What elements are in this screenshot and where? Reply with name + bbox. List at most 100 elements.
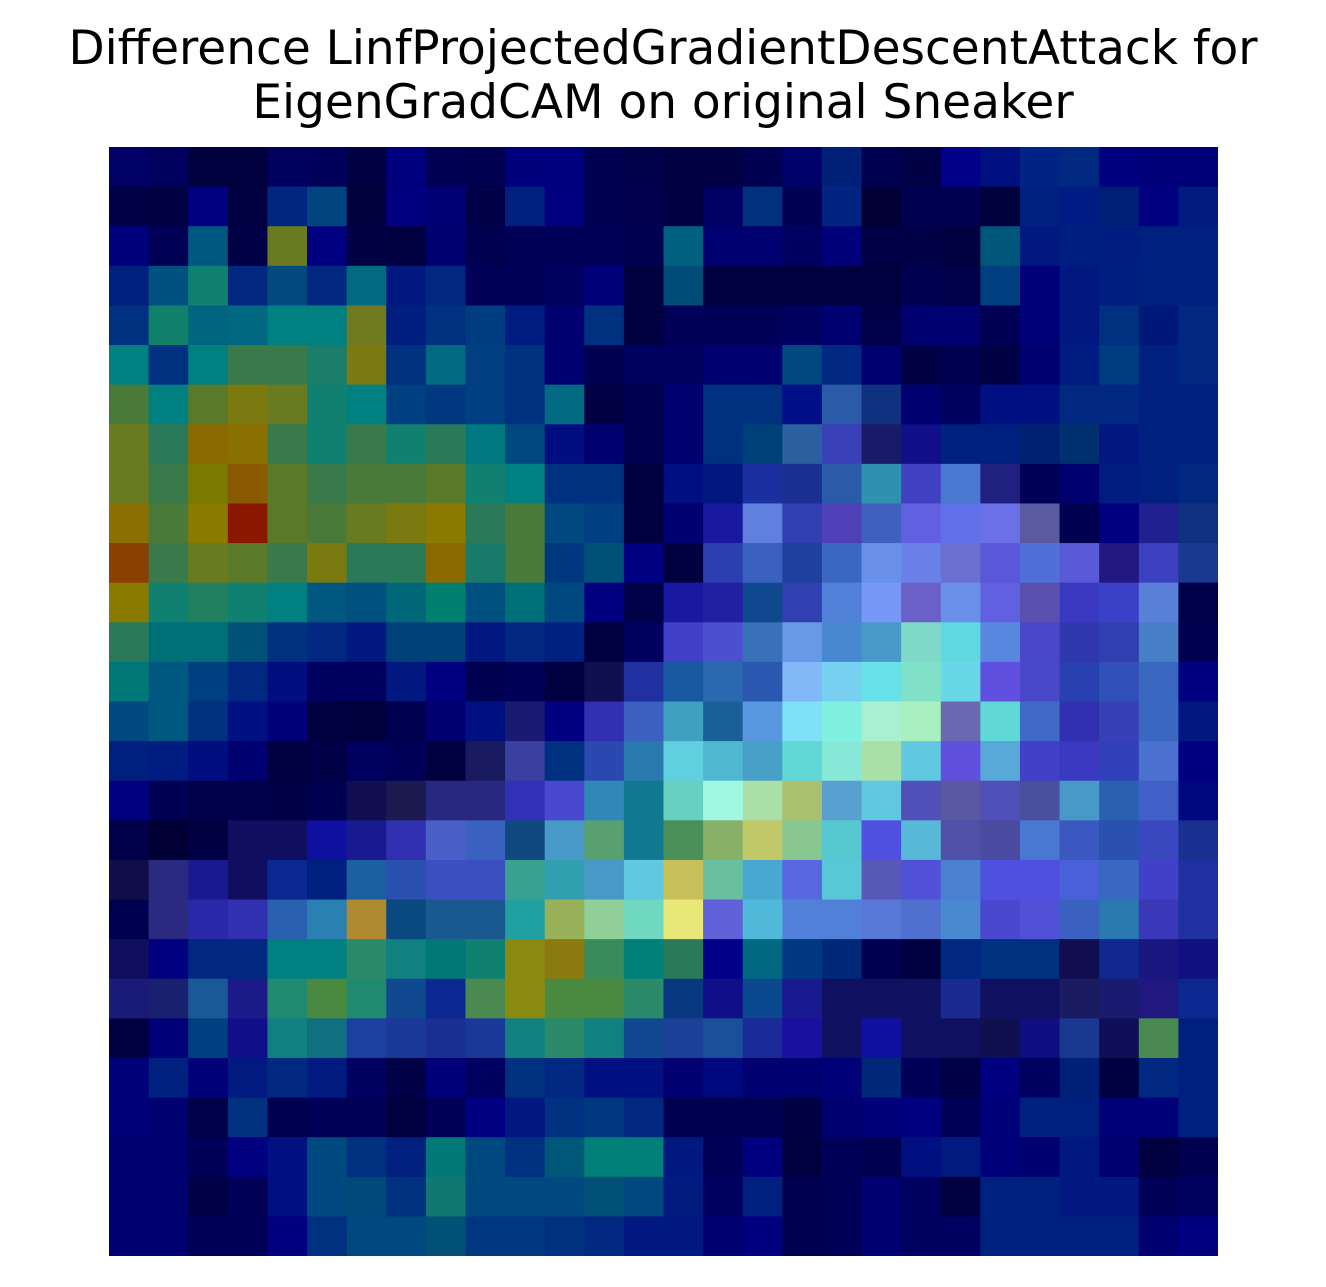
heatmap-cell-r22-c3 — [227, 1018, 269, 1059]
heatmap-cell-r13-c12 — [584, 661, 625, 703]
heatmap-cell-r5-c2 — [188, 345, 229, 386]
heatmap-cell-r11-c8 — [425, 582, 467, 623]
heatmap-cell-r2-c26 — [1138, 226, 1179, 267]
heatmap-cell-r20-c20 — [901, 939, 942, 980]
heatmap-cell-r13-c13 — [623, 661, 665, 703]
heatmap-cell-r9-c22 — [980, 503, 1021, 544]
heatmap-cell-r2-c0 — [109, 226, 150, 267]
heatmap-cell-r14-c6 — [346, 701, 387, 742]
heatmap-cell-r11-c5 — [307, 582, 348, 623]
heatmap-cell-r16-c8 — [425, 780, 467, 821]
heatmap-cell-r16-c0 — [109, 780, 150, 821]
heatmap-cell-r25-c1 — [148, 1137, 189, 1178]
heatmap-cell-r12-c19 — [861, 622, 902, 663]
heatmap-cell-r7-c12 — [584, 424, 625, 465]
heatmap-cell-r8-c12 — [584, 463, 625, 505]
heatmap-cell-r16-c5 — [307, 780, 348, 821]
heatmap-cell-r2-c11 — [544, 226, 585, 267]
heatmap-cell-r22-c10 — [505, 1018, 546, 1059]
heatmap-cell-r23-c6 — [346, 1057, 387, 1099]
heatmap-cell-r21-c19 — [861, 978, 902, 1019]
heatmap-cell-r4-c8 — [425, 305, 467, 346]
heatmap-cell-r12-c25 — [1099, 622, 1140, 663]
heatmap-cell-r13-c3 — [227, 661, 269, 703]
heatmap-cell-r9-c8 — [425, 503, 467, 544]
heatmap-cell-r3-c27 — [1178, 265, 1218, 307]
heatmap-cell-r23-c0 — [109, 1057, 150, 1099]
heatmap-cell-r17-c15 — [703, 820, 744, 861]
heatmap-cell-r6-c13 — [623, 384, 665, 425]
heatmap-cell-r1-c4 — [267, 186, 308, 227]
heatmap-cell-r24-c20 — [901, 1097, 942, 1138]
heatmap-cell-r1-c23 — [1019, 186, 1061, 227]
heatmap-cell-r6-c4 — [267, 384, 308, 425]
heatmap-cell-r27-c16 — [742, 1216, 783, 1256]
heatmap-cell-r1-c15 — [703, 186, 744, 227]
heatmap-cell-r5-c12 — [584, 345, 625, 386]
heatmap-cell-r3-c0 — [109, 265, 150, 307]
heatmap-cell-r24-c8 — [425, 1097, 467, 1138]
heatmap-cell-r1-c24 — [1059, 186, 1100, 227]
heatmap-cell-r10-c15 — [703, 543, 744, 584]
heatmap-cell-r13-c10 — [505, 661, 546, 703]
heatmap-cell-r19-c9 — [465, 899, 506, 940]
heatmap-cell-r2-c9 — [465, 226, 506, 267]
heatmap-cell-r21-c9 — [465, 978, 506, 1019]
heatmap-cell-r1-c18 — [821, 186, 863, 227]
heatmap-cell-r9-c4 — [267, 503, 308, 544]
heatmap-cell-r11-c2 — [188, 582, 229, 623]
heatmap-cell-r27-c24 — [1059, 1216, 1100, 1256]
heatmap-cell-r11-c0 — [109, 582, 150, 623]
heatmap-cell-r26-c21 — [940, 1176, 981, 1217]
heatmap-cell-r3-c16 — [742, 265, 783, 307]
heatmap-cell-r18-c24 — [1059, 859, 1100, 901]
heatmap-cell-r5-c8 — [425, 345, 467, 386]
heatmap-cell-r23-c13 — [623, 1057, 665, 1099]
heatmap-cell-r27-c15 — [703, 1216, 744, 1256]
heatmap-cell-r2-c27 — [1178, 226, 1218, 267]
heatmap-cell-r10-c8 — [425, 543, 467, 584]
heatmap-cell-r27-c8 — [425, 1216, 467, 1256]
heatmap-cell-r19-c27 — [1178, 899, 1218, 940]
heatmap-cell-r13-c5 — [307, 661, 348, 703]
heatmap-cell-r15-c13 — [623, 741, 665, 782]
heatmap-cell-r5-c4 — [267, 345, 308, 386]
heatmap-cell-r19-c13 — [623, 899, 665, 940]
heatmap-cell-r2-c14 — [663, 226, 704, 267]
heatmap-cell-r16-c1 — [148, 780, 189, 821]
heatmap-cell-r13-c8 — [425, 661, 467, 703]
heatmap-cell-r12-c27 — [1178, 622, 1218, 663]
heatmap-cell-r7-c24 — [1059, 424, 1100, 465]
heatmap-cell-r9-c14 — [663, 503, 704, 544]
heatmap-cell-r16-c22 — [980, 780, 1021, 821]
heatmap-cell-r24-c12 — [584, 1097, 625, 1138]
heatmap-cell-r11-c7 — [386, 582, 427, 623]
heatmap-cell-r3-c10 — [505, 265, 546, 307]
heatmap-cell-r12-c14 — [663, 622, 704, 663]
heatmap-cell-r25-c5 — [307, 1137, 348, 1178]
heatmap-cell-r5-c15 — [703, 345, 744, 386]
heatmap-cell-r2-c4 — [267, 226, 308, 267]
heatmap-cell-r26-c25 — [1099, 1176, 1140, 1217]
heatmap-cell-r0-c7 — [386, 147, 427, 188]
heatmap-cell-r25-c17 — [782, 1137, 823, 1178]
heatmap-cell-r4-c22 — [980, 305, 1021, 346]
heatmap-cell-r9-c2 — [188, 503, 229, 544]
heatmap-cell-r15-c3 — [227, 741, 269, 782]
heatmap-cell-r3-c1 — [148, 265, 189, 307]
heatmap-cell-r5-c0 — [109, 345, 150, 386]
heatmap-cell-r9-c9 — [465, 503, 506, 544]
heatmap-cell-r11-c16 — [742, 582, 783, 623]
heatmap-cell-r24-c27 — [1178, 1097, 1218, 1138]
heatmap-cell-r9-c25 — [1099, 503, 1140, 544]
heatmap-cell-r18-c12 — [584, 859, 625, 901]
heatmap-cell-r11-c22 — [980, 582, 1021, 623]
heatmap-cell-r18-c21 — [940, 859, 981, 901]
heatmap-cell-r7-c5 — [307, 424, 348, 465]
heatmap-cell-r18-c9 — [465, 859, 506, 901]
heatmap-cell-r8-c15 — [703, 463, 744, 505]
heatmap-cell-r16-c6 — [346, 780, 387, 821]
heatmap-cell-r19-c8 — [425, 899, 467, 940]
heatmap-cell-r11-c15 — [703, 582, 744, 623]
heatmap-cell-r7-c11 — [544, 424, 585, 465]
